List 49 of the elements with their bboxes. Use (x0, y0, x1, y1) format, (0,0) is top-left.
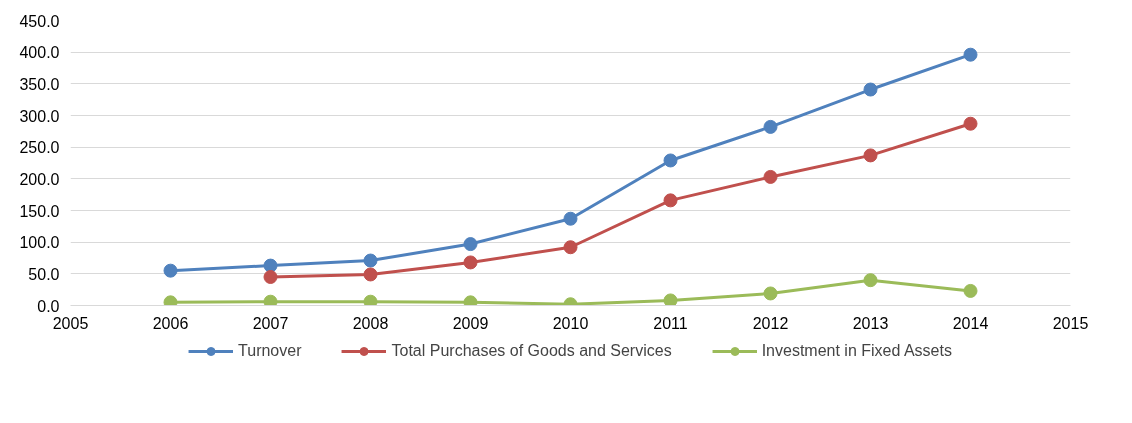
x-tick-label: 2005 (52, 314, 89, 332)
point (163, 263, 178, 278)
point (763, 119, 778, 134)
legend-label: Total Purchases of Goods and Services (391, 342, 672, 360)
point (763, 169, 778, 184)
point (563, 240, 578, 255)
x-tick-label: 2011 (653, 314, 688, 332)
legend-label: Turnover (238, 342, 302, 360)
point (963, 283, 978, 298)
point (363, 294, 378, 306)
y-tick-label: 100.0 (19, 234, 60, 252)
x-tick-label: 2009 (452, 314, 489, 332)
point (263, 258, 278, 273)
y-tick-label: 50.0 (28, 265, 60, 283)
point (463, 295, 478, 306)
y-tick-label: 200.0 (19, 170, 60, 188)
y-tick-label: 300.0 (19, 107, 60, 125)
y-tick-label: 150.0 (19, 202, 60, 220)
point (863, 148, 878, 163)
point (363, 253, 378, 268)
point (163, 295, 178, 306)
x-tick-label: 2012 (752, 314, 789, 332)
point (463, 255, 478, 270)
x-tick-label: 2008 (352, 314, 389, 332)
point (863, 273, 878, 288)
y-tick-label: 350.0 (19, 75, 60, 93)
point (263, 294, 278, 306)
point (663, 293, 678, 306)
legend-label: Investment in Fixed Assets (761, 342, 952, 360)
point (963, 47, 978, 62)
point (663, 153, 678, 168)
point (263, 270, 278, 284)
point (563, 211, 578, 226)
y-tick-label: 250.0 (19, 139, 60, 157)
point (863, 82, 878, 97)
point (963, 116, 978, 131)
y-tick-label: 400.0 (19, 44, 60, 62)
x-tick-label: 2013 (852, 314, 889, 332)
x-tick-label: 2010 (552, 314, 589, 332)
x-tick-label: 2006 (152, 314, 189, 332)
y-tick-label: 450.0 (19, 12, 60, 30)
y-tick-label: 0.0 (37, 297, 60, 315)
point (463, 237, 478, 252)
x-tick-label: 2015 (1052, 314, 1089, 332)
point (363, 267, 378, 282)
point (663, 193, 678, 208)
x-tick-label: 2007 (252, 314, 289, 332)
point (763, 286, 778, 301)
x-tick-label: 2014 (952, 314, 989, 332)
